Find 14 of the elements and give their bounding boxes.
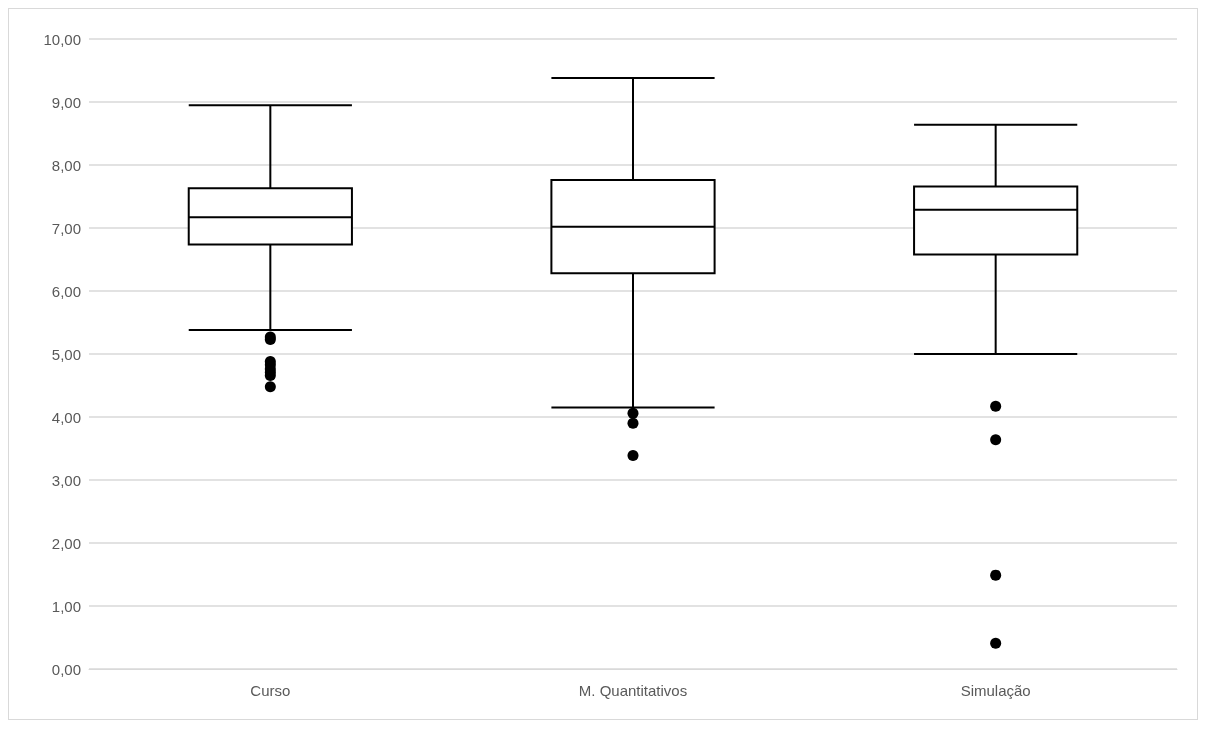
x-tick-label: M. Quantitativos: [578, 682, 688, 699]
y-tick-label: 4,00: [51, 408, 81, 426]
y-tick-label: 10,00: [43, 30, 81, 48]
y-tick-label: 1,00: [51, 597, 81, 615]
x-tick-label: Simulação: [960, 682, 1031, 699]
x-tick-label: Curso: [250, 682, 291, 699]
y-tick-label: 5,00: [51, 345, 81, 363]
y-tick-label: 7,00: [51, 219, 81, 237]
y-tick-label: 6,00: [51, 282, 81, 300]
y-tick-label: 9,00: [51, 93, 81, 111]
y-tick-label: 8,00: [51, 156, 81, 174]
y-tick-label: 2,00: [51, 534, 81, 552]
y-tick-label: 0,00: [51, 660, 81, 678]
y-tick-label: 3,00: [51, 471, 81, 489]
